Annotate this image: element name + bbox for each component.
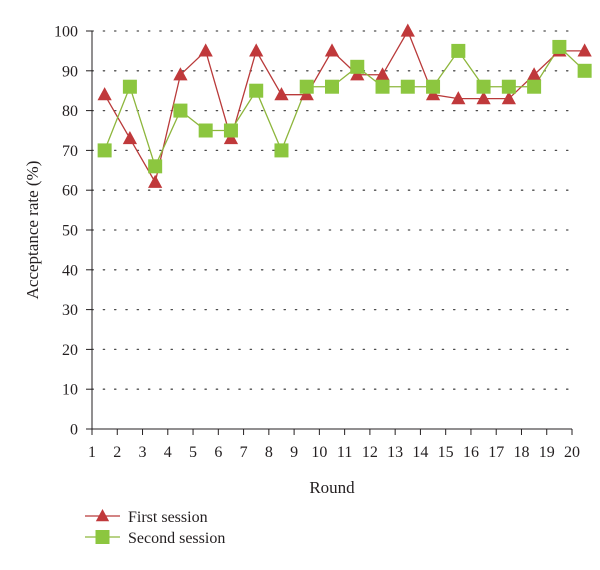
x-tick-label-4: 4 xyxy=(164,444,172,461)
y-tick-label-100: 100 xyxy=(54,24,78,41)
first-session-point xyxy=(148,174,163,188)
second-session-point xyxy=(476,79,491,94)
first-session-point xyxy=(350,67,365,81)
y-axis-title: Acceptance rate (%) xyxy=(23,161,42,300)
second-session-point xyxy=(299,79,314,94)
first-session-point xyxy=(425,87,441,101)
x-tick-label-19: 19 xyxy=(539,444,555,461)
first-session-point xyxy=(198,43,213,57)
legend-marker-square xyxy=(95,530,110,544)
second-session-point xyxy=(577,63,592,78)
legend: First session Second session xyxy=(85,509,225,547)
y-tick-label-0: 0 xyxy=(70,422,78,439)
second-session-point xyxy=(375,79,390,94)
first-session-point xyxy=(173,67,188,81)
y-tick-label-50: 50 xyxy=(62,223,78,240)
y-tick-label-30: 30 xyxy=(62,302,78,319)
second-session-point xyxy=(148,159,163,174)
legend-marker-triangle xyxy=(95,509,110,522)
second-session-point xyxy=(274,143,289,158)
second-session-point xyxy=(173,103,188,118)
y-tick-label-40: 40 xyxy=(62,262,78,279)
first-session-point xyxy=(501,91,516,105)
first-session-point xyxy=(400,23,415,37)
x-tick-label-2: 2 xyxy=(113,444,121,461)
second-session-point xyxy=(426,79,441,94)
x-tick-label-13: 13 xyxy=(387,444,403,461)
x-tick-label-15: 15 xyxy=(438,444,454,461)
x-tick-label-18: 18 xyxy=(513,444,529,461)
y-tick-label-80: 80 xyxy=(62,103,78,120)
x-tick-label-12: 12 xyxy=(362,444,378,461)
first-session-point xyxy=(299,87,314,101)
y-tick-label-70: 70 xyxy=(62,143,78,160)
second-session-point xyxy=(501,79,516,94)
second-session-point xyxy=(400,79,415,94)
second-session-point xyxy=(249,83,264,98)
first-session-point xyxy=(577,43,592,57)
first-session-point xyxy=(324,43,340,57)
first-session-point xyxy=(249,43,264,57)
first-session-point xyxy=(476,91,491,105)
x-tick-label-3: 3 xyxy=(139,444,147,461)
x-tick-label-14: 14 xyxy=(412,444,428,461)
x-axis-title: Round xyxy=(309,478,355,497)
first-session-point xyxy=(526,67,542,81)
second-session-point xyxy=(527,79,542,94)
legend-label-first-session: First session xyxy=(128,509,208,526)
x-tick-label-17: 17 xyxy=(488,444,504,461)
x-tick-label-1: 1 xyxy=(88,444,96,461)
first-session-point xyxy=(274,87,289,101)
x-tick-label-16: 16 xyxy=(463,444,479,461)
second-session-point xyxy=(198,123,213,138)
second-session-point xyxy=(325,79,339,94)
y-tick-label-20: 20 xyxy=(62,342,78,359)
x-tick-label-10: 10 xyxy=(311,444,327,461)
first-session-point xyxy=(122,130,138,145)
y-tick-label-10: 10 xyxy=(62,382,78,399)
second-session-point xyxy=(223,123,238,138)
x-tick-label-20: 20 xyxy=(564,444,580,461)
second-session-point xyxy=(122,79,137,94)
x-tick-label-6: 6 xyxy=(214,444,222,461)
x-tick-label-7: 7 xyxy=(240,444,248,461)
first-session-point xyxy=(451,91,466,105)
legend-label-second-session: Second session xyxy=(128,530,225,547)
axes xyxy=(86,30,573,435)
x-tick-label-9: 9 xyxy=(290,444,298,461)
y-tick-label-60: 60 xyxy=(62,183,78,200)
first-session-point xyxy=(375,67,390,81)
series-layer xyxy=(97,23,592,188)
second-session-point xyxy=(350,59,365,74)
first-session-point xyxy=(223,130,239,145)
y-tick-label-90: 90 xyxy=(62,63,78,80)
first-session-point xyxy=(97,87,112,101)
series-line-1 xyxy=(104,29,585,184)
x-tick-label-5: 5 xyxy=(189,444,197,461)
second-session-point xyxy=(552,39,567,54)
second-session-point xyxy=(97,143,112,158)
x-tick-label-8: 8 xyxy=(265,444,273,461)
second-session-point xyxy=(451,43,466,58)
x-tick-label-11: 11 xyxy=(337,444,352,461)
